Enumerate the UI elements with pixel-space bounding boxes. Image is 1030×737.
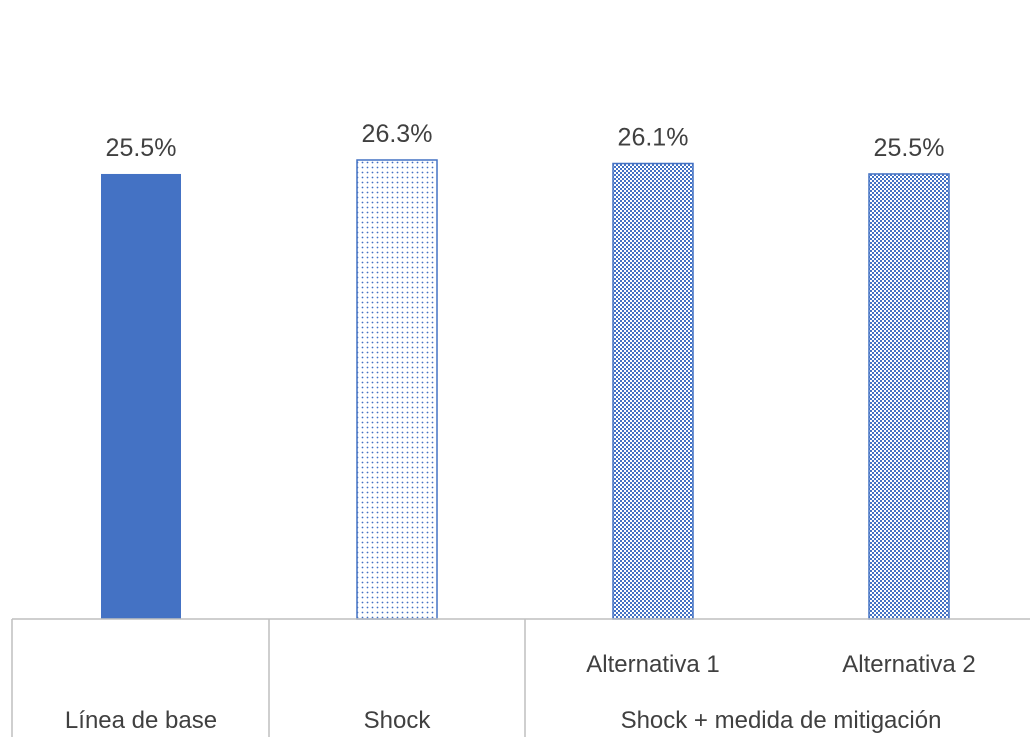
group-label-1: Línea de base <box>65 707 217 734</box>
group-label-3: Shock + medida de mitigación <box>621 707 942 734</box>
value-label-4: 25.5% <box>874 134 945 162</box>
category-labels-group: Línea de base Shock Alternativa 1 Alternati… <box>65 651 976 734</box>
value-label-3: 26.1% <box>618 123 689 151</box>
value-label-1: 25.5% <box>106 134 177 162</box>
category-axis <box>11 618 1030 737</box>
value-label-2: 26.3% <box>362 120 433 148</box>
bar-2 <box>356 159 438 620</box>
bars-group <box>101 159 950 620</box>
bar-1 <box>101 173 181 619</box>
tick-label-3: Alternativa 1 <box>586 651 719 678</box>
tick-label-4: Alternativa 2 <box>842 651 975 678</box>
value-labels-group: 25.5% 26.3% 26.1% 25.5% <box>106 120 945 162</box>
bar-3 <box>612 162 694 620</box>
bar-4 <box>868 173 950 620</box>
group-label-2: Shock <box>364 707 432 734</box>
